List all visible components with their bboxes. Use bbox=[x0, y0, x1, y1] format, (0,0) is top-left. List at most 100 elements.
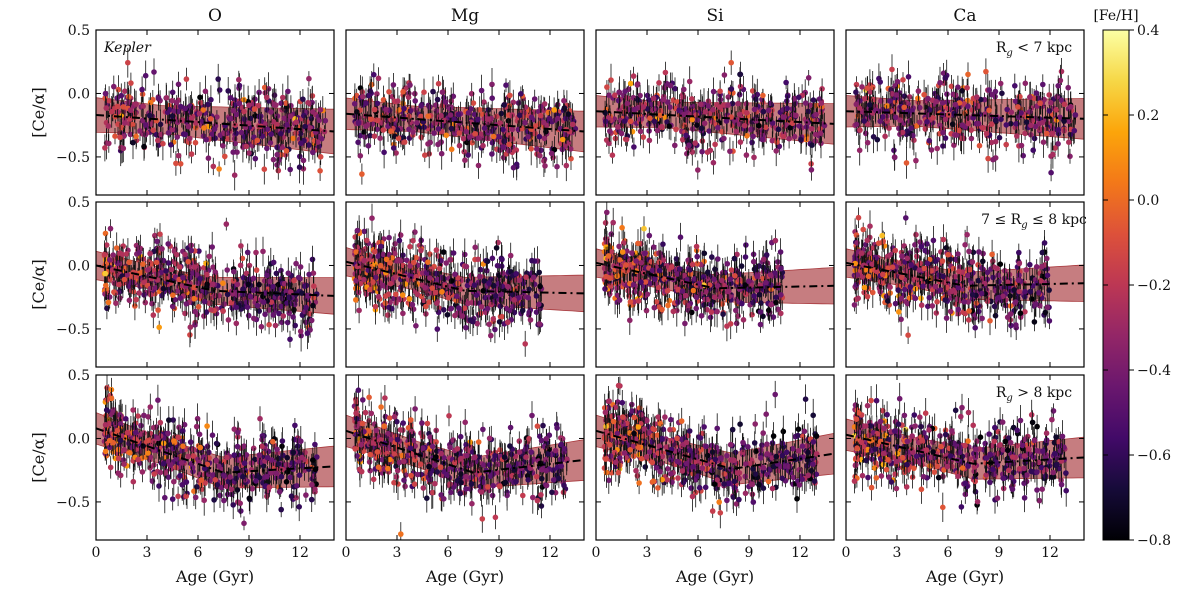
data-point bbox=[222, 131, 228, 137]
data-point bbox=[615, 124, 621, 130]
data-point bbox=[380, 127, 386, 133]
data-point bbox=[425, 113, 431, 119]
data-point bbox=[930, 115, 936, 121]
data-point bbox=[663, 70, 669, 76]
data-point bbox=[241, 109, 247, 115]
data-point bbox=[375, 118, 381, 124]
data-point bbox=[284, 148, 290, 154]
data-point bbox=[202, 299, 208, 305]
data-point bbox=[136, 250, 142, 256]
data-point bbox=[518, 91, 524, 97]
data-point bbox=[197, 276, 203, 282]
data-point bbox=[284, 122, 290, 128]
data-point bbox=[467, 134, 473, 140]
data-point bbox=[359, 171, 365, 177]
data-point bbox=[280, 95, 286, 101]
data-point bbox=[532, 96, 538, 102]
data-point bbox=[145, 267, 151, 273]
data-point bbox=[1050, 152, 1056, 158]
data-point bbox=[690, 126, 696, 132]
data-point bbox=[237, 83, 243, 89]
data-point bbox=[461, 136, 467, 142]
data-point bbox=[664, 81, 670, 87]
data-point bbox=[1023, 81, 1029, 87]
data-point bbox=[729, 86, 735, 92]
data-point bbox=[652, 119, 658, 125]
data-point bbox=[414, 120, 420, 126]
y-tick-label: 0.0 bbox=[68, 86, 90, 102]
data-point bbox=[278, 131, 284, 137]
data-point bbox=[287, 167, 293, 173]
data-point bbox=[184, 301, 190, 307]
data-point bbox=[560, 137, 566, 143]
data-point bbox=[114, 245, 120, 251]
data-point bbox=[154, 260, 160, 266]
data-point bbox=[150, 127, 156, 133]
data-point bbox=[712, 142, 718, 148]
data-point bbox=[270, 284, 276, 290]
data-point bbox=[854, 122, 860, 128]
data-point bbox=[651, 96, 657, 102]
data-point bbox=[895, 79, 901, 85]
data-point bbox=[715, 125, 721, 131]
data-point bbox=[197, 95, 203, 101]
data-point bbox=[983, 69, 989, 75]
data-point bbox=[143, 122, 149, 128]
data-point bbox=[115, 104, 121, 110]
data-point bbox=[209, 244, 215, 250]
data-point bbox=[1066, 139, 1072, 145]
data-point bbox=[245, 304, 251, 310]
data-point bbox=[965, 72, 971, 78]
data-point bbox=[865, 140, 871, 146]
data-point bbox=[275, 113, 281, 119]
data-point bbox=[180, 275, 186, 281]
data-point bbox=[541, 158, 547, 164]
data-point bbox=[965, 104, 971, 110]
data-point bbox=[226, 317, 232, 323]
data-point bbox=[157, 231, 163, 237]
data-point bbox=[977, 143, 983, 149]
data-point bbox=[279, 145, 285, 151]
data-point bbox=[400, 311, 406, 317]
data-point bbox=[107, 276, 113, 282]
data-point bbox=[169, 267, 175, 273]
data-points bbox=[102, 218, 320, 352]
y-axis-label: [Ce/α] bbox=[29, 87, 48, 137]
data-point bbox=[117, 135, 123, 141]
data-point bbox=[197, 111, 203, 117]
data-point bbox=[806, 75, 812, 81]
data-point bbox=[1030, 147, 1036, 153]
data-point bbox=[183, 132, 189, 138]
y-tick-label: −0.5 bbox=[56, 150, 90, 166]
data-point bbox=[116, 87, 122, 93]
data-point bbox=[252, 106, 258, 112]
data-point bbox=[809, 142, 815, 148]
data-point bbox=[865, 85, 871, 91]
data-point bbox=[441, 249, 447, 255]
data-point bbox=[290, 136, 296, 142]
data-point bbox=[968, 127, 974, 133]
data-point bbox=[160, 141, 166, 147]
data-point bbox=[187, 332, 193, 338]
data-point bbox=[570, 122, 576, 128]
panel-plot-area bbox=[346, 204, 584, 357]
data-point bbox=[220, 308, 226, 314]
data-point bbox=[103, 231, 109, 237]
data-point bbox=[203, 290, 209, 296]
data-point bbox=[253, 156, 259, 162]
data-point bbox=[212, 126, 218, 132]
data-point bbox=[125, 60, 131, 66]
data-point bbox=[128, 107, 134, 113]
data-point bbox=[238, 263, 244, 269]
panel-si-row0: Si bbox=[596, 6, 834, 195]
data-point bbox=[1003, 142, 1009, 148]
data-point bbox=[132, 303, 138, 309]
data-point bbox=[362, 229, 368, 235]
data-point bbox=[133, 101, 139, 107]
panel-mg-row0: Mg bbox=[346, 6, 584, 195]
data-point bbox=[638, 129, 644, 135]
data-point bbox=[976, 121, 982, 127]
data-point bbox=[497, 319, 503, 325]
data-point bbox=[103, 91, 109, 97]
data-point bbox=[261, 299, 267, 305]
